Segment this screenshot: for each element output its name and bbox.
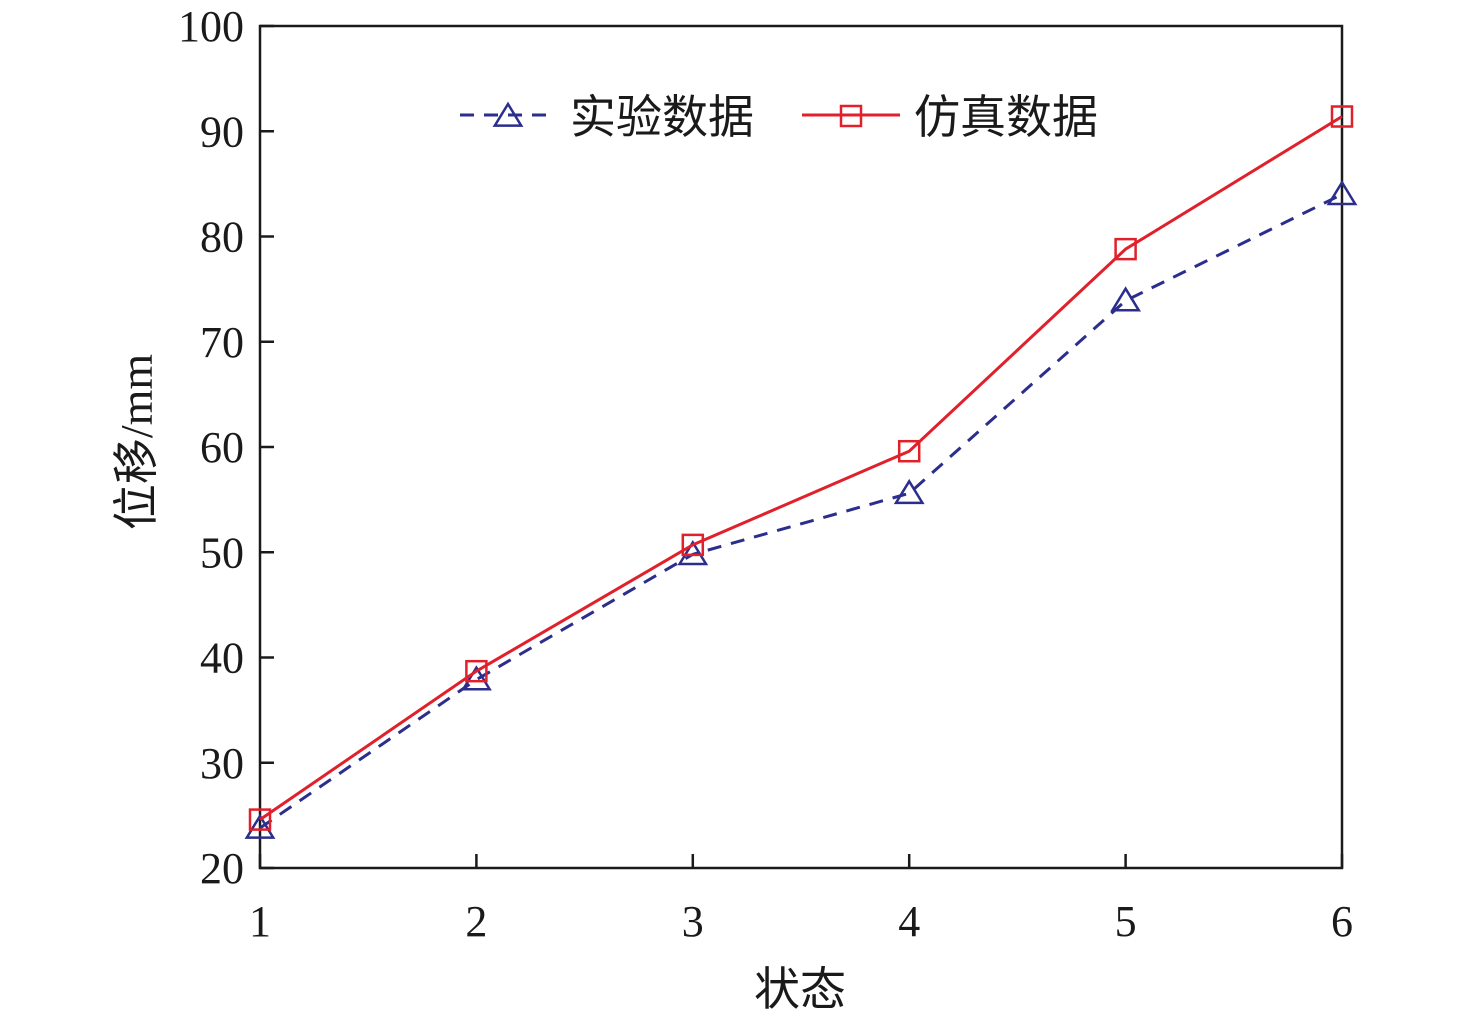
x-tick-label: 2 [465,897,487,946]
data-point [1330,105,1354,128]
series-group [244,105,1358,839]
legend-item-2: 仿真数据 [802,92,1098,143]
plot-frame [258,24,1344,870]
data-point [897,439,921,463]
data-point [244,813,276,839]
data-point [1114,237,1137,261]
legend: 实验数据 仿真数据 [460,92,1098,143]
series-2 [248,105,1354,831]
axes: 20 30 40 50 60 70 80 90 100 1 2 3 4 5 6 [178,2,1353,946]
y-tick-label: 30 [200,739,244,788]
x-tick-label: 5 [1115,897,1137,946]
data-point [677,539,709,566]
y-tick-label: 50 [200,528,244,577]
x-tick-label: 3 [682,897,704,946]
y-tick-label: 100 [178,2,244,51]
x-axis-label: 状态 [754,964,846,1015]
data-point [1326,180,1358,206]
data-point [1110,286,1142,312]
data-point [460,665,492,691]
data-point [681,533,705,557]
y-tick-label: 70 [200,318,244,367]
x-tick-label: 4 [898,897,920,946]
series-1 [244,180,1358,839]
y-tick-label: 80 [200,213,244,262]
y-axis-label: 位移/mm [111,354,162,531]
legend-marker [492,101,524,127]
series-line [259,115,1343,821]
series-line [259,193,1343,830]
y-tick-label: 90 [200,107,244,156]
legend-item-1: 实验数据 [460,92,754,143]
x-tick-label: 1 [249,897,271,946]
legend-marker [839,104,863,128]
data-point [248,808,272,831]
y-tick-label: 60 [200,423,244,472]
data-point [465,659,488,683]
x-tick-label: 6 [1331,897,1353,946]
data-point [893,478,925,505]
y-tick-label: 40 [200,634,244,683]
y-tick-label: 20 [200,844,244,893]
legend-label: 实验数据 [570,92,754,143]
legend-label: 仿真数据 [914,92,1098,143]
